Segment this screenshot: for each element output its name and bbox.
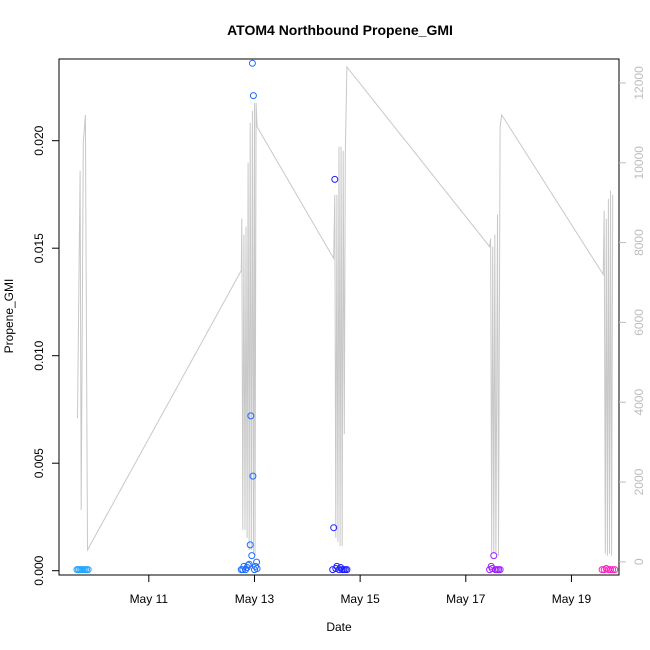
y-axis-left: 0.000 0.005 0.010 0.015 0.020 [32, 125, 59, 586]
x-axis-label: Date [326, 620, 352, 634]
flight2-point [253, 558, 261, 566]
x-tick-label: May 17 [446, 592, 486, 606]
flight2-point [248, 59, 256, 67]
flight2-point [252, 562, 259, 570]
flight5-point [609, 566, 617, 574]
y-left-tick-label: 0.015 [32, 233, 46, 263]
altitude-series-line [77, 65, 614, 556]
flight4-point [490, 552, 498, 560]
flight3-point [343, 566, 351, 574]
y-axis-right: 0 2000 4000 6000 8000 10000 12000 [619, 66, 646, 565]
flight4-point [496, 566, 504, 574]
flight2-point [249, 92, 257, 100]
flight2-point [239, 566, 247, 574]
x-tick-label: May 15 [340, 592, 380, 606]
y-left-tick-label: 0.005 [32, 448, 46, 478]
y-right-tick-label: 12000 [632, 66, 646, 100]
y-right-tick-label: 2000 [632, 468, 646, 495]
flight3-point [331, 175, 339, 183]
y-left-tick-label: 0.000 [32, 555, 46, 585]
flight1-point [84, 566, 92, 574]
flight2-point [246, 541, 254, 549]
x-tick-label: May 11 [130, 592, 169, 606]
y-right-tick-label: 4000 [632, 389, 646, 416]
y-right-tick-label: 8000 [632, 229, 646, 256]
chart-title: ATOM4 Northbound Propene_GMI [227, 22, 453, 38]
flight2-point [244, 561, 252, 569]
plot-frame [58, 58, 620, 576]
flight2-point [249, 472, 257, 480]
y-axis-label: Propene_GMI [2, 279, 16, 354]
flight2-point [245, 560, 253, 568]
data-points-layer [73, 59, 619, 574]
flight2-point [248, 552, 256, 560]
x-axis: May 11 May 13 May 15 May 17 May 19 [130, 575, 592, 606]
y-left-tick-label: 0.020 [32, 125, 46, 155]
altitude-line-layer [77, 65, 614, 556]
y-right-tick-label: 0 [632, 558, 646, 565]
x-tick-label: May 13 [235, 592, 275, 606]
x-tick-label: May 19 [552, 592, 592, 606]
y-right-tick-label: 6000 [632, 309, 646, 336]
flight5-point [611, 566, 619, 574]
y-right-tick-label: 10000 [632, 146, 646, 180]
flight5-point [607, 566, 614, 574]
flight2-point [247, 412, 255, 420]
y-left-tick-label: 0.010 [32, 340, 46, 370]
flight2-point [253, 565, 261, 572]
flight3-point [330, 524, 338, 532]
